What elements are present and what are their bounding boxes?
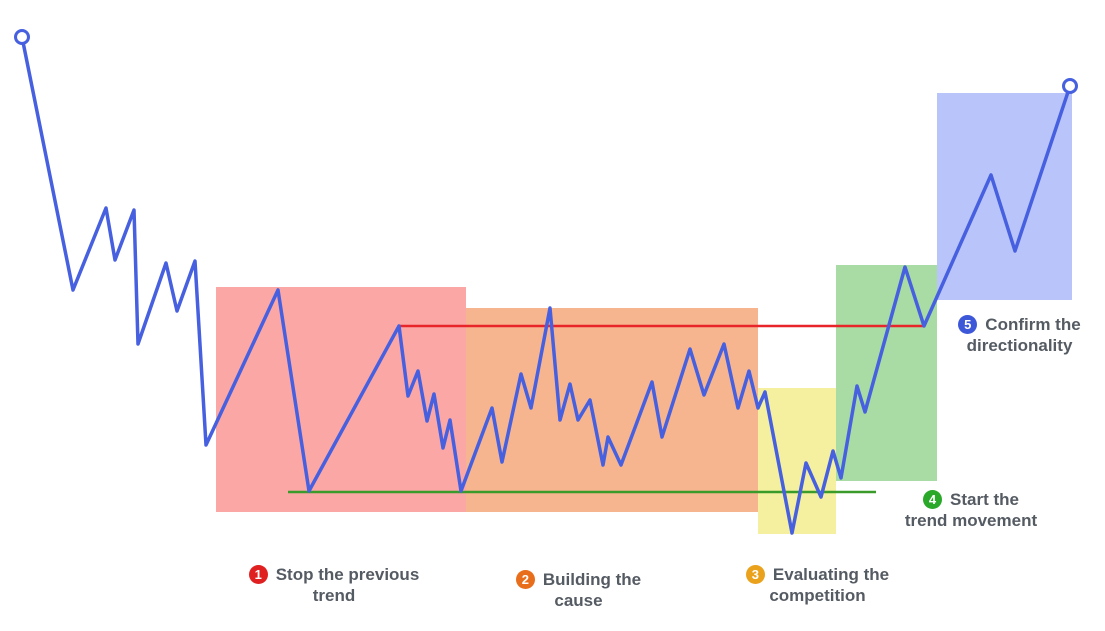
phase-5-number-badge: 5	[958, 315, 978, 334]
phase-3-number-badge: 3	[745, 565, 765, 584]
phase-1-title: Stop the previous	[275, 565, 420, 584]
phase-4-zone	[836, 265, 937, 481]
phase-1-number-badge: 1	[248, 565, 268, 584]
phase-5-subtitle: directionality	[966, 336, 1073, 355]
phase-2-subtitle: cause	[554, 591, 603, 610]
phase-3-subtitle: competition	[769, 586, 866, 605]
phase-4-title: Start the	[950, 490, 1019, 509]
phase-3-title: Evaluating the	[772, 565, 890, 584]
phase-2-number-badge: 2	[515, 570, 535, 589]
phase-4-subtitle: trend movement	[904, 511, 1038, 530]
phase-2-title: Building the	[542, 570, 642, 589]
phase-1-label: 1 Stop the previous trend	[239, 563, 429, 606]
phase-1-zone	[216, 287, 466, 512]
phase-4-label: 4 Start the trend movement	[896, 488, 1046, 531]
phase-2-zone	[466, 308, 758, 512]
price-line	[20, 35, 1072, 535]
phase-2-label: 2 Building the cause	[506, 568, 651, 611]
phase-5-title: Confirm the	[985, 315, 1081, 334]
phase-4-number-badge: 4	[923, 490, 943, 509]
phase-5-zone	[937, 93, 1072, 300]
start-marker	[14, 29, 30, 45]
phase-1-subtitle: trend	[312, 586, 356, 605]
end-marker	[1062, 78, 1078, 94]
phase-5-label: 5 Confirm the directionality	[947, 313, 1092, 356]
phase-3-label: 3 Evaluating the competition	[735, 563, 900, 606]
